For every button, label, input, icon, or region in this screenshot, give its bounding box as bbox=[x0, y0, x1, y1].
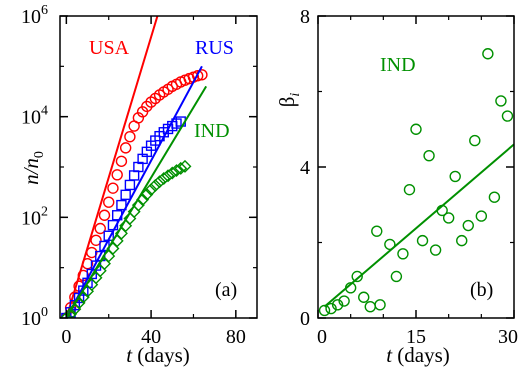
data-point-usa bbox=[86, 246, 98, 259]
data-point-ind-b bbox=[374, 299, 386, 311]
data-point-ind-b bbox=[410, 123, 422, 135]
x-axis-label-a: t (days) bbox=[126, 343, 190, 367]
data-point-ind-b bbox=[495, 95, 507, 107]
data-point-ind bbox=[72, 296, 86, 310]
data-point-usa bbox=[124, 130, 136, 143]
data-point-ind bbox=[174, 161, 188, 175]
x-tick-label-a: 80 bbox=[226, 326, 246, 348]
data-point-usa bbox=[191, 70, 204, 82]
data-point-ind-b bbox=[416, 234, 429, 247]
data-point-rus bbox=[111, 210, 123, 221]
data-point-ind-b bbox=[462, 219, 474, 232]
data-point-ind-b bbox=[449, 170, 461, 183]
data-point-ind-b bbox=[325, 302, 337, 315]
data-point-usa bbox=[111, 169, 123, 181]
data-point-rus bbox=[124, 179, 136, 191]
y-tick-label-b: 4 bbox=[300, 157, 310, 179]
data-point-ind-b bbox=[423, 149, 435, 162]
data-point-ind bbox=[165, 166, 179, 180]
fit-line-rus bbox=[65, 65, 203, 318]
data-point-ind-b bbox=[331, 299, 344, 311]
x-tick-label-b: 15 bbox=[406, 326, 426, 348]
data-point-ind bbox=[157, 172, 171, 186]
data-point-ind-b bbox=[469, 134, 481, 147]
panel-b-marks bbox=[318, 48, 514, 317]
data-point-ind bbox=[178, 159, 192, 173]
data-point-ind-b bbox=[442, 212, 455, 224]
y-axis-label-b: βi bbox=[275, 93, 303, 108]
data-point-ind-b bbox=[390, 270, 403, 283]
data-point-ind-b bbox=[436, 204, 448, 217]
data-point-rus bbox=[107, 219, 119, 231]
data-point-ind-b bbox=[384, 238, 396, 251]
panel-b-frame bbox=[317, 15, 515, 319]
data-point-usa bbox=[103, 196, 115, 208]
data-point-ind-b bbox=[344, 282, 357, 294]
data-point-ind-b bbox=[358, 291, 370, 303]
x-tick-label-a: 0 bbox=[61, 326, 71, 348]
fit-line-ind-b bbox=[323, 143, 514, 308]
data-point-ind bbox=[148, 178, 162, 192]
fit-line-usa bbox=[65, 16, 159, 318]
data-point-ind bbox=[136, 193, 150, 207]
data-point-usa bbox=[81, 257, 94, 270]
data-point-ind bbox=[131, 198, 145, 212]
data-point-usa bbox=[94, 222, 106, 235]
data-point-ind-b bbox=[456, 234, 468, 247]
data-point-ind-b bbox=[488, 191, 501, 203]
panel-b: 0 15 30 0 4 8 IND (b) βi t (days) bbox=[275, 6, 518, 367]
data-point-rus bbox=[116, 199, 127, 211]
y-tick-label-b: 0 bbox=[300, 308, 310, 330]
data-point-ind bbox=[140, 187, 154, 201]
series-label-rus: RUS bbox=[195, 37, 234, 59]
panel-a: 0 40 80 100 102 104 106 USA RUS IND (a) n/n0 t… bbox=[19, 3, 258, 367]
data-point-ind bbox=[144, 183, 158, 197]
data-point-ind-b bbox=[318, 304, 331, 317]
data-point-ind bbox=[60, 311, 73, 318]
y-tick-label-a: 106 bbox=[21, 3, 48, 28]
x-tick-label-b: 30 bbox=[498, 326, 518, 348]
data-point-ind-b bbox=[429, 244, 442, 256]
data-point-ind-b bbox=[371, 225, 383, 237]
panel-a-ticks: 0 40 80 100 102 104 106 bbox=[21, 3, 257, 348]
data-point-ind-b bbox=[501, 110, 514, 122]
series-label-ind-a: IND bbox=[194, 120, 230, 142]
data-point-usa bbox=[107, 182, 119, 194]
data-point-ind-b bbox=[482, 48, 494, 60]
data-point-rus bbox=[128, 170, 140, 181]
panel-label-a: (a) bbox=[215, 279, 237, 301]
data-point-ind-b bbox=[364, 300, 376, 313]
series-label-usa: USA bbox=[89, 37, 130, 59]
panel-b-ticks: 0 15 30 0 4 8 bbox=[300, 6, 518, 348]
series-label-ind-b: IND bbox=[380, 54, 416, 76]
data-point-ind-b bbox=[397, 248, 409, 260]
x-axis-label-b: t (days) bbox=[386, 343, 450, 367]
data-point-rus bbox=[120, 189, 131, 201]
y-tick-label-a: 102 bbox=[21, 204, 48, 229]
data-point-ind bbox=[161, 169, 175, 183]
data-point-ind bbox=[170, 164, 183, 178]
data-point-ind bbox=[153, 175, 167, 189]
y-tick-label-b: 8 bbox=[300, 6, 310, 28]
x-tick-label-a: 40 bbox=[141, 326, 161, 348]
data-point-ind-b bbox=[475, 210, 488, 222]
data-point-usa bbox=[119, 142, 132, 154]
data-point-ind-b bbox=[351, 270, 363, 283]
x-tick-label-b: 0 bbox=[317, 326, 327, 348]
data-point-usa bbox=[98, 209, 111, 221]
panel-label-b: (b) bbox=[470, 279, 493, 301]
data-point-ind-b bbox=[403, 183, 416, 196]
data-point-ind-b bbox=[338, 295, 350, 307]
data-point-usa bbox=[115, 155, 128, 167]
y-tick-label-a: 100 bbox=[21, 305, 48, 330]
data-point-usa bbox=[90, 234, 102, 246]
y-axis-label-a: n/n0 bbox=[19, 151, 47, 185]
data-point-rus bbox=[103, 230, 114, 241]
y-tick-label-a: 104 bbox=[21, 104, 48, 129]
panel-a-marks bbox=[60, 16, 208, 318]
